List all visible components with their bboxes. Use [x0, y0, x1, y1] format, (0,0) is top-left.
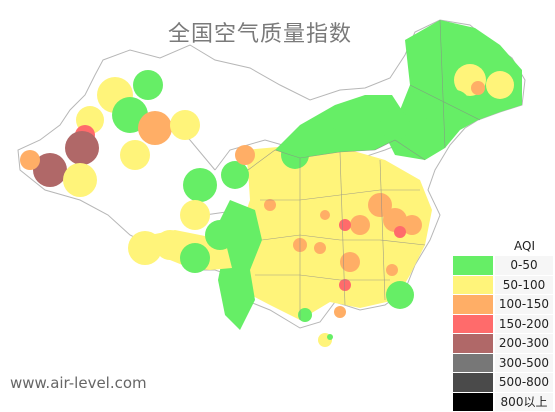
legend-label: 100-150: [495, 295, 553, 314]
legend-item: 100-150: [453, 295, 553, 314]
legend-swatch: [453, 392, 493, 411]
legend-swatch: [453, 295, 493, 314]
legend-item: 150-200: [453, 314, 553, 333]
legend-label: 150-200: [495, 314, 553, 333]
legend-swatch: [453, 353, 493, 372]
china-aqi-map: [17, 19, 526, 347]
legend-swatch: [453, 373, 493, 392]
legend-swatch: [453, 275, 493, 294]
china-outline: [17, 19, 526, 329]
aqi-fill-national: [232, 145, 432, 320]
legend-label: 300-500: [495, 353, 553, 372]
map-title: 全国空气质量指数: [167, 22, 352, 47]
aqi-fill-northeast: [385, 20, 522, 160]
legend-swatch: [453, 256, 493, 275]
legend-item: 500-800: [453, 373, 553, 392]
watermark-url: www.air-level.com: [10, 374, 147, 392]
legend-item: 50-100: [453, 275, 553, 294]
legend-swatch: [453, 314, 493, 333]
legend-label: 800以上: [495, 392, 553, 411]
legend-item: 300-500: [453, 353, 553, 372]
aqi-fill-north: [275, 95, 405, 158]
legend-swatch: [453, 334, 493, 353]
aqi-legend: AQI 0-50 50-100 100-150 150-200 200-300 300-5…: [453, 236, 553, 412]
legend-label: 500-800: [495, 373, 553, 392]
legend-label: 50-100: [495, 275, 553, 294]
station-circles: [20, 27, 514, 347]
legend-item: 0-50: [453, 256, 553, 275]
legend-label: 0-50: [495, 256, 553, 275]
legend-item: 200-300: [453, 334, 553, 353]
legend-title: AQI: [514, 239, 535, 253]
legend-item: 800以上: [453, 392, 553, 411]
legend-label: 200-300: [495, 334, 553, 353]
